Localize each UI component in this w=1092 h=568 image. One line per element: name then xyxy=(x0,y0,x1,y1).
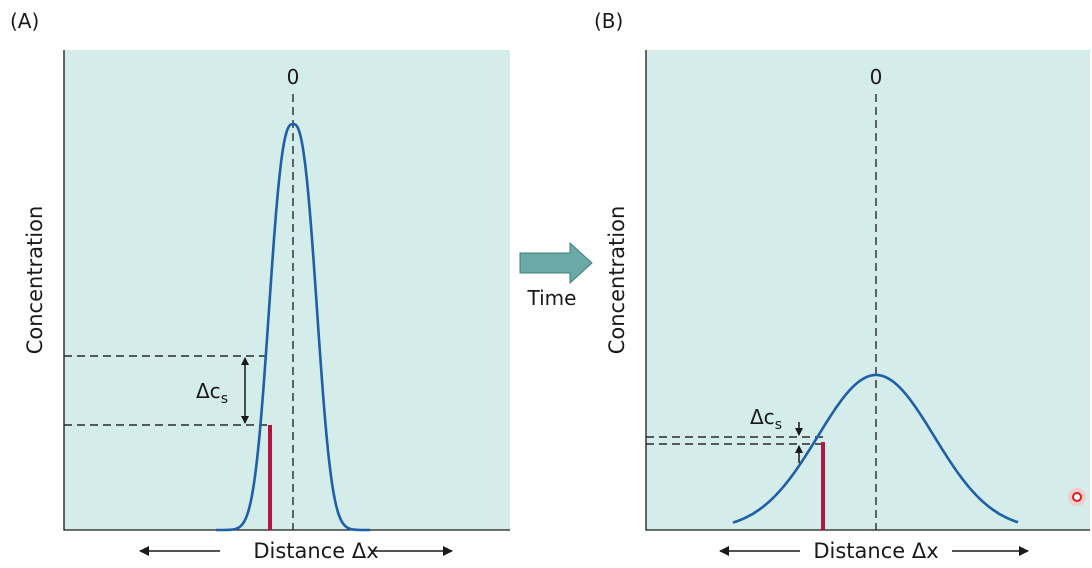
time-arrow-icon xyxy=(519,241,593,285)
panel-b-plot-area xyxy=(646,50,1090,530)
cursor-indicator xyxy=(1068,488,1086,506)
panel-a-zero-label: 0 xyxy=(287,65,300,89)
panel-b-curve xyxy=(732,373,1019,524)
time-label: Time xyxy=(527,286,577,310)
panel-b: (B) 0 Concentration Δcs Distance Δx xyxy=(594,9,1090,563)
panel-b-ylabel: Concentration xyxy=(605,206,629,355)
panel-a-xlabel: Distance Δx xyxy=(253,539,378,563)
panel-a-ylabel: Concentration xyxy=(23,206,47,355)
panel-a-delta-label: Δcs xyxy=(196,379,228,407)
panel-b-zero-label: 0 xyxy=(870,65,883,89)
panel-a-plot-area xyxy=(64,50,510,530)
panel-b-letter: (B) xyxy=(594,9,623,33)
panel-a-curve xyxy=(216,122,370,532)
time-arrow-group: Time xyxy=(519,241,593,310)
panel-b-axes xyxy=(645,50,1090,531)
panel-b-xlabel: Distance Δx xyxy=(813,539,938,563)
panel-b-delta-label: Δcs xyxy=(750,405,782,433)
panel-a-letter: (A) xyxy=(10,9,39,33)
panel-a: (A) 0 Concentration Δcs Distance Δx xyxy=(10,9,510,563)
